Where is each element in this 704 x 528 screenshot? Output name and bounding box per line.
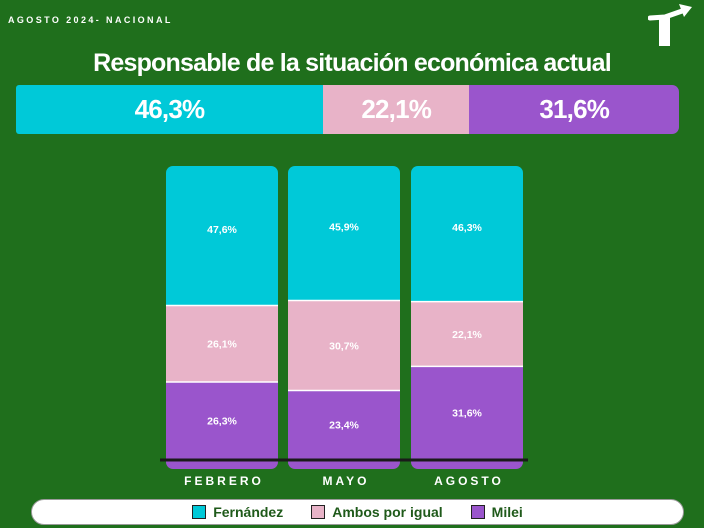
summary-segment-ambos: 22,1% (322, 85, 470, 134)
legend-item-fernandez: Fernández (192, 504, 283, 520)
legend-label-milei: Milei (491, 504, 523, 520)
chart-title: Responsable de la situación económica ac… (93, 49, 612, 77)
data-label-milei-agosto: 31,6% (452, 408, 482, 420)
bar-ambos-febrero (166, 305, 278, 382)
data-label-milei-febrero: 26,3% (207, 415, 237, 427)
data-label-ambos-mayo: 30,7% (329, 340, 359, 352)
bar-ambos-agosto (411, 301, 523, 367)
summary-bar: 46,3% 22,1% 31,6% (16, 85, 679, 134)
legend-label-fernandez: Fernández (213, 504, 284, 520)
bar-fernandez-agosto (411, 166, 523, 302)
bar-group-agosto (411, 166, 523, 469)
brand-logo-icon (648, 4, 692, 46)
report-period-label: AGOSTO 2024- NACIONAL (8, 15, 173, 25)
data-label-milei-mayo: 23,4% (329, 420, 359, 432)
legend-swatch-ambos (311, 505, 326, 519)
bar-ambos-mayo (288, 300, 400, 391)
legend-item-ambos: Ambos por igual (311, 504, 443, 520)
legend-label-ambos: Ambos por igual (332, 504, 443, 520)
legend-swatch-fernandez (192, 505, 207, 519)
category-label-febrero: FEBRERO (184, 474, 264, 488)
data-label-fernandez-agosto: 46,3% (452, 222, 482, 234)
bar-milei-febrero (166, 381, 278, 469)
data-label-ambos-febrero: 26,1% (207, 339, 237, 351)
category-label-agosto: AGOSTO (434, 474, 504, 488)
bar-group-febrero (166, 166, 278, 469)
data-label-fernandez-mayo: 45,9% (329, 222, 359, 234)
bar-fernandez-mayo (288, 166, 400, 301)
legend-item-milei: Milei (470, 504, 523, 520)
bar-milei-mayo (288, 390, 400, 469)
data-label-fernandez-febrero: 47,6% (207, 224, 237, 236)
summary-segment-fernandez: 46,3% (16, 85, 323, 134)
bar-fernandez-febrero (166, 166, 278, 306)
category-label-mayo: MAYO (323, 474, 370, 488)
bar-milei-agosto (411, 366, 523, 469)
legend-swatch-milei (470, 505, 485, 519)
summary-segment-milei: 31,6% (469, 85, 679, 134)
data-label-ambos-agosto: 22,1% (452, 329, 482, 341)
bar-group-mayo (288, 166, 400, 469)
chart-legend: Fernández Ambos por igual Milei (31, 499, 684, 525)
